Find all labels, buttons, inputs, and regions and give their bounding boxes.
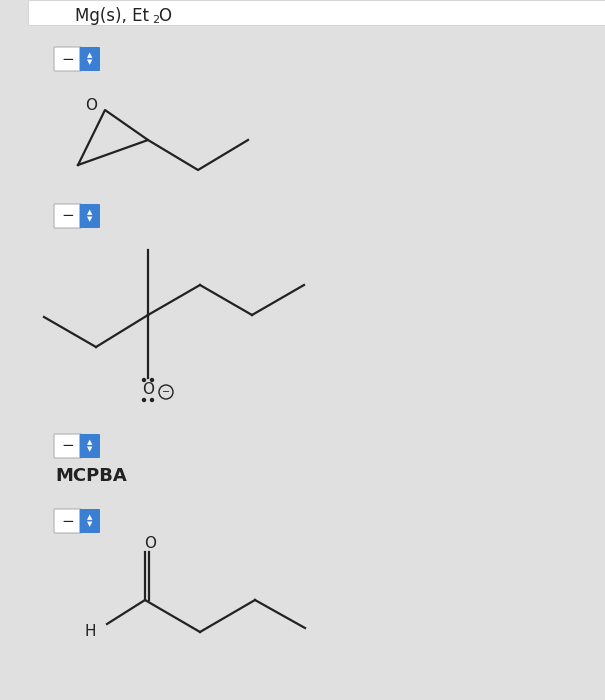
Text: ▲: ▲ — [87, 52, 93, 59]
FancyBboxPatch shape — [28, 0, 605, 25]
Text: −: − — [61, 209, 74, 223]
Text: MCPBA: MCPBA — [55, 467, 127, 485]
Text: O: O — [85, 97, 97, 113]
Text: −: − — [162, 387, 170, 397]
FancyBboxPatch shape — [54, 434, 82, 458]
Text: ▼: ▼ — [87, 447, 93, 452]
Text: ▲: ▲ — [87, 209, 93, 216]
Text: Mg(s), Et: Mg(s), Et — [75, 7, 149, 25]
Circle shape — [151, 379, 154, 382]
Text: ▼: ▼ — [87, 522, 93, 528]
FancyBboxPatch shape — [54, 47, 82, 71]
FancyBboxPatch shape — [79, 47, 100, 71]
Text: 2: 2 — [152, 15, 159, 25]
FancyBboxPatch shape — [54, 204, 82, 228]
FancyBboxPatch shape — [54, 509, 82, 533]
Text: −: − — [61, 514, 74, 528]
Text: ▲: ▲ — [87, 440, 93, 445]
Text: H: H — [85, 624, 97, 640]
Text: ▼: ▼ — [87, 60, 93, 66]
Text: O: O — [158, 7, 171, 25]
Circle shape — [143, 398, 145, 402]
Circle shape — [143, 379, 145, 382]
Text: −: − — [61, 438, 74, 454]
Text: ▼: ▼ — [87, 216, 93, 223]
Text: O: O — [142, 382, 154, 398]
Circle shape — [151, 398, 154, 402]
Text: ▲: ▲ — [87, 514, 93, 521]
Text: −: − — [61, 52, 74, 66]
FancyBboxPatch shape — [79, 509, 100, 533]
FancyBboxPatch shape — [79, 204, 100, 228]
Text: O: O — [144, 536, 156, 552]
FancyBboxPatch shape — [79, 434, 100, 458]
